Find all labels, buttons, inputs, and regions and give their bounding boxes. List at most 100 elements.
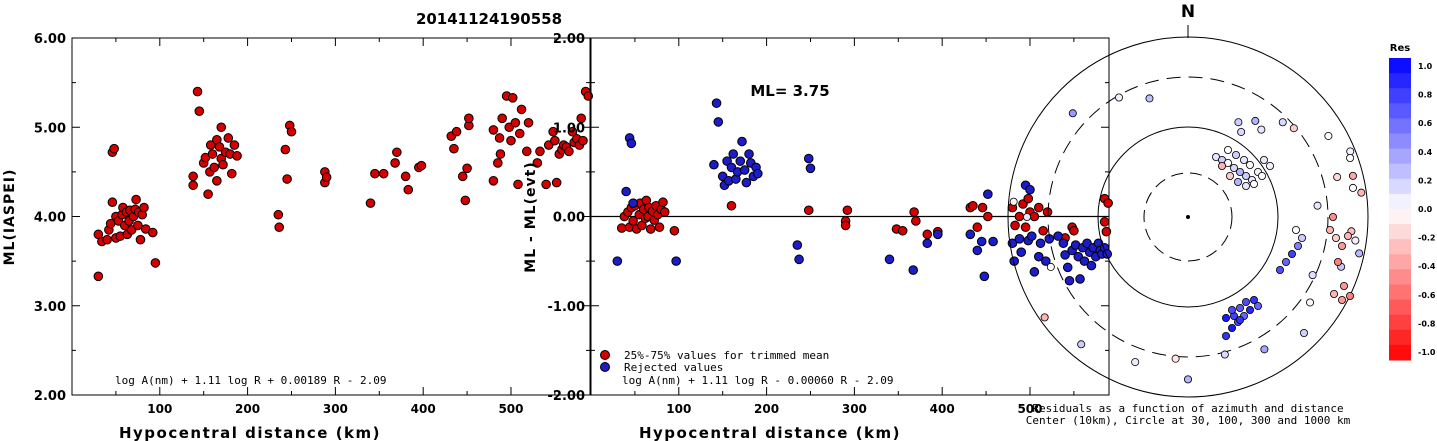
station-point	[1240, 155, 1249, 164]
data-point	[576, 113, 587, 124]
station-point	[1260, 345, 1269, 354]
y-tick-label: -1.00	[548, 300, 585, 315]
data-point	[214, 142, 225, 152]
panel-ml-residual: -2.00 -1.00 0.00 1.00 2.00 100 200 300 400 500 M…	[523, 32, 1113, 441]
station-point	[1254, 301, 1263, 310]
station-point	[1294, 241, 1303, 250]
station-point	[1298, 233, 1307, 242]
legend-marker-rejected	[600, 362, 610, 372]
data-point	[514, 128, 525, 139]
y-tick-label: 2.00	[34, 389, 66, 404]
station-points	[1009, 93, 1366, 384]
data-point	[506, 135, 516, 146]
data-point	[654, 222, 665, 233]
data-point	[541, 179, 551, 190]
colorbar-cell	[1389, 133, 1411, 150]
data-point	[658, 197, 668, 208]
data-point	[507, 92, 518, 103]
y-ticks-1: 2.00 3.00 4.00 5.00 6.00	[34, 32, 590, 404]
station-point	[1306, 298, 1315, 307]
colorbar-tick-label: 0.2	[1418, 176, 1432, 185]
data-point	[1029, 211, 1040, 222]
data-point	[497, 113, 508, 124]
data-point	[194, 106, 205, 116]
data-point	[932, 229, 943, 240]
station-point	[1115, 93, 1124, 102]
data-point	[908, 265, 919, 275]
legend-label-rejected: Rejected values	[624, 361, 723, 374]
data-point	[551, 177, 562, 188]
station-point	[1251, 116, 1260, 125]
station-point	[1300, 329, 1309, 338]
data-point	[897, 225, 908, 236]
data-point	[616, 223, 627, 233]
data-point	[494, 133, 505, 143]
station-point	[1266, 161, 1275, 170]
data-point	[1038, 225, 1048, 236]
colorbar-cell	[1389, 163, 1411, 180]
data-point	[535, 146, 545, 157]
station-point	[1040, 313, 1049, 322]
data-point	[192, 86, 203, 97]
station-point	[1351, 236, 1360, 245]
colorbar-cell	[1389, 284, 1411, 301]
data-point	[968, 200, 978, 211]
data-point	[93, 271, 104, 282]
data-point	[135, 234, 146, 245]
station-point	[1228, 305, 1237, 314]
data-point	[709, 159, 719, 170]
data-point	[209, 162, 220, 173]
station-point	[1234, 177, 1243, 186]
data-point	[449, 143, 459, 154]
station-point	[1222, 331, 1231, 340]
y-tick-label: 6.00	[34, 32, 66, 47]
ml-value-label: ML= 3.75	[750, 82, 829, 100]
legend-marker-trimmed	[600, 350, 610, 360]
data-point	[744, 149, 754, 159]
data-point	[188, 180, 198, 191]
colorbar-cell	[1389, 299, 1411, 316]
data-point	[548, 126, 558, 137]
colorbar-cell	[1389, 329, 1411, 346]
data-point	[737, 136, 747, 147]
data-point	[983, 189, 993, 199]
station-point	[1250, 179, 1259, 188]
data-point	[728, 149, 739, 159]
data-point	[1016, 247, 1027, 257]
data-point	[205, 140, 216, 150]
station-point	[1184, 375, 1193, 384]
x-tick-label: 500	[498, 402, 523, 416]
station-point	[1218, 161, 1227, 170]
data-point	[1025, 184, 1035, 195]
data-point	[232, 151, 242, 161]
data-point	[403, 184, 414, 195]
station-point	[1258, 171, 1267, 180]
data-point	[1075, 274, 1085, 284]
data-point	[286, 126, 297, 137]
data-point	[1079, 256, 1090, 266]
data-point	[218, 159, 228, 170]
station-point	[1145, 94, 1154, 103]
station-point	[1278, 118, 1287, 127]
data-point	[977, 202, 988, 213]
data-point	[460, 195, 471, 206]
station-point	[1023, 212, 1032, 221]
colorbar-cell	[1389, 344, 1411, 361]
colorbar-cell	[1389, 148, 1411, 165]
x-tick-label: 100	[147, 402, 172, 416]
colorbar-cell	[1389, 88, 1411, 104]
formula-annotation-1: log A(nm) + 1.11 log R + 0.00189 R - 2.0…	[115, 374, 387, 387]
legend-label-trimmed: 25%-75% values for trimmed mean	[624, 349, 829, 362]
station-point	[1276, 265, 1285, 274]
data-point	[1033, 251, 1044, 262]
epicenter-dot	[1186, 215, 1190, 219]
data-point	[983, 211, 993, 222]
station-point	[1220, 350, 1229, 359]
station-point	[1234, 118, 1243, 127]
data-point	[626, 138, 637, 149]
station-point	[1068, 109, 1077, 118]
data-point	[578, 135, 588, 146]
ring-30km	[1143, 172, 1233, 262]
data-point	[495, 149, 506, 159]
station-point	[1288, 249, 1297, 258]
